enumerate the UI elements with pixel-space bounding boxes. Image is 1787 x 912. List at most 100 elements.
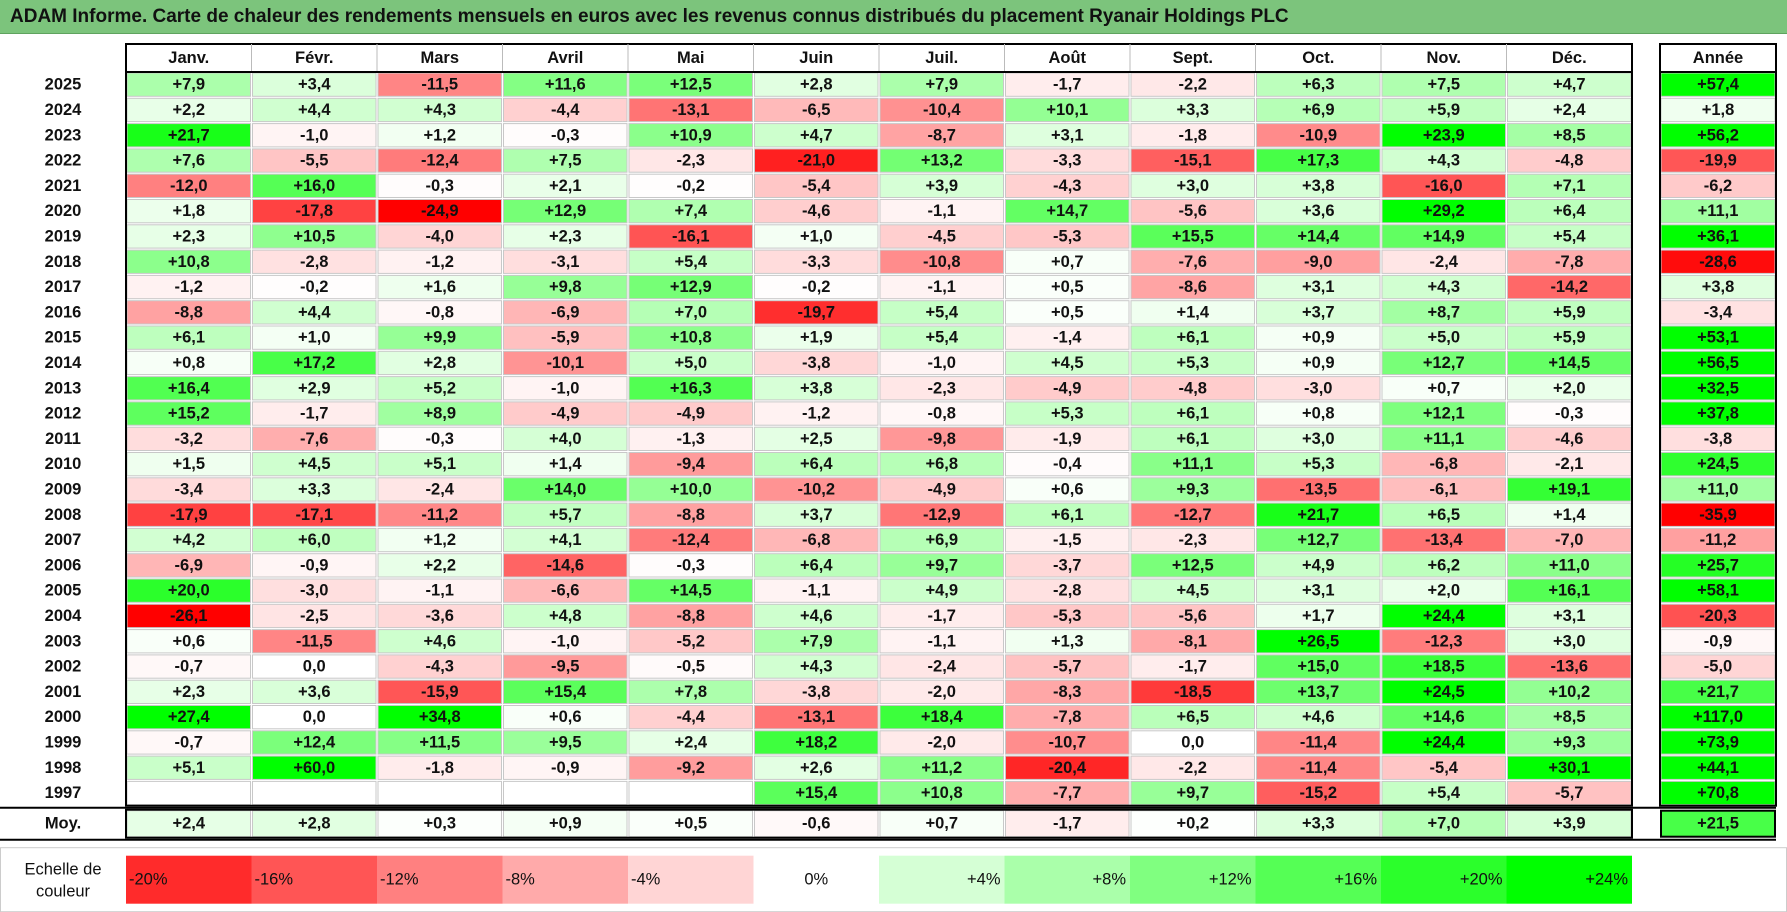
year-label: 1998 [45, 759, 82, 777]
cell-value: +18,2 [795, 733, 837, 751]
cell-value: -8,1 [1179, 632, 1207, 650]
year-label: 2013 [45, 379, 82, 397]
cell-value: +24,4 [1423, 733, 1466, 751]
heatmap-cell [252, 325, 377, 350]
cell-value: -13,5 [1299, 480, 1337, 498]
cell-value: +4,3 [1427, 278, 1460, 296]
cell-value: +10,1 [1046, 101, 1088, 119]
annual-value: +44,1 [1697, 759, 1739, 777]
cell-value: -8,7 [928, 126, 956, 144]
cell-value: +4,5 [1051, 354, 1084, 372]
cell-value: +0,8 [172, 354, 205, 372]
cell-value: -8,8 [677, 607, 705, 625]
heatmap-cell [252, 527, 377, 553]
heatmap-cell [1130, 477, 1255, 502]
cell-value: +2,9 [298, 379, 331, 397]
cell-value: -1,0 [928, 354, 956, 372]
cell-value: +10,5 [293, 227, 335, 245]
legend-swatch [1255, 855, 1381, 904]
heatmap-cell [1130, 426, 1255, 452]
heatmap-cell [879, 300, 1004, 325]
cell-value: +1,2 [423, 531, 456, 549]
cell-value: +5,0 [674, 354, 707, 372]
average-cell [1005, 810, 1130, 838]
heatmap-cell [252, 401, 377, 426]
heatmap-cell [503, 426, 628, 452]
cell-value: +3,7 [800, 506, 833, 524]
cell-value: +0,6 [172, 632, 205, 650]
cell-value: -0,8 [928, 405, 956, 423]
heatmap-cell [754, 224, 879, 249]
heatmap-cell [377, 502, 502, 527]
cell-value: -1,1 [928, 278, 956, 296]
heatmap-cell [1381, 578, 1506, 603]
heatmap-cell [879, 148, 1004, 173]
heatmap-cell [628, 401, 753, 426]
heatmap-cell [377, 97, 502, 123]
cell-value: +18,5 [1423, 658, 1465, 676]
heatmap-cell [879, 603, 1004, 629]
annual-value: +36,1 [1697, 227, 1739, 245]
cell-value: -4,4 [551, 101, 580, 119]
heatmap-cell [754, 350, 879, 376]
heatmap-cell [1256, 755, 1381, 780]
annual-value: +53,1 [1697, 329, 1739, 347]
cell-value: +12,7 [1423, 354, 1465, 372]
heatmap-cell [628, 578, 753, 603]
cell-value: +12,4 [293, 733, 336, 751]
cell-value: -5,2 [677, 632, 705, 650]
heatmap-cell [252, 97, 377, 123]
heatmap-cell [252, 426, 377, 452]
cell-value: +18,4 [921, 708, 964, 726]
cell-value: -8,6 [1179, 278, 1207, 296]
heatmap-cell [879, 224, 1004, 249]
cell-value: +7,8 [674, 683, 707, 701]
heatmap-cell [252, 654, 377, 679]
heatmap-cell [503, 224, 628, 249]
heatmap-cell [377, 123, 502, 148]
cell-value: -1,5 [1053, 531, 1081, 549]
heatmap-cell [628, 199, 753, 224]
cell-value: -2,2 [1179, 76, 1207, 94]
grid-border [125, 71, 1633, 807]
heatmap-cell [1005, 553, 1130, 578]
year-label: 2001 [45, 683, 82, 701]
cell-value: +34,8 [419, 708, 461, 726]
heatmap-cell [503, 274, 628, 300]
cell-value: +2,2 [423, 556, 456, 574]
cell-value: -2,3 [928, 379, 956, 397]
cell-value: +3,1 [1051, 126, 1084, 144]
heatmap-cell [1381, 274, 1506, 300]
year-label: 2021 [45, 177, 82, 195]
heatmap-cell [377, 578, 502, 603]
cell-value: -11,5 [421, 76, 458, 94]
average-cell [1381, 810, 1506, 838]
cell-value: +4,5 [298, 455, 331, 473]
cell-value: -3,3 [802, 253, 830, 271]
annual-value: +73,9 [1697, 733, 1739, 751]
cell-value: -6,1 [1430, 480, 1458, 498]
heatmap-cell [1256, 452, 1381, 477]
cell-value: -20,4 [1048, 759, 1086, 777]
cell-value: -19,7 [797, 303, 835, 321]
year-label: 2003 [45, 632, 82, 650]
average-value: -0,6 [802, 815, 830, 833]
cell-value: -0,2 [677, 177, 705, 195]
cell-value: -17,9 [170, 506, 208, 524]
heatmap-cell [377, 629, 502, 654]
cell-value: -5,3 [1053, 227, 1081, 245]
cell-value: +4,8 [549, 607, 582, 625]
cell-value: -1,1 [426, 582, 454, 600]
heatmap-cell [754, 426, 879, 452]
heatmap-cell [252, 123, 377, 148]
cell-value: +5,3 [1051, 405, 1084, 423]
heatmap-cell [1381, 97, 1506, 123]
heatmap-cell [1256, 224, 1381, 249]
heatmap-cell [503, 755, 628, 780]
heatmap-cell [1256, 477, 1381, 502]
cell-value: +5,7 [549, 506, 582, 524]
cell-value: +1,3 [1051, 632, 1084, 650]
heatmap-cell [1256, 97, 1381, 123]
heatmap-cell [879, 376, 1004, 401]
heatmap-cell [1256, 300, 1381, 325]
